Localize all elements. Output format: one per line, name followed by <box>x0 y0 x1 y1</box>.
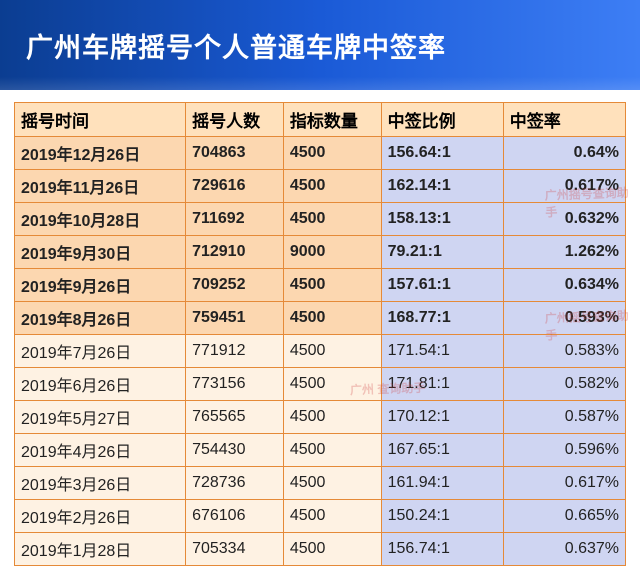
table-column-header: 摇号人数 <box>186 103 284 137</box>
table-container: 摇号时间摇号人数指标数量中签比例中签率 2019年12月26日704863450… <box>0 90 640 578</box>
table-cell: 765565 <box>186 401 284 434</box>
title-banner: 广州车牌摇号个人普通车牌中签率 <box>0 0 640 90</box>
table-cell: 2019年3月26日 <box>15 467 186 500</box>
table-cell: 156.74:1 <box>381 533 503 566</box>
table-cell: 754430 <box>186 434 284 467</box>
table-cell: 0.64% <box>503 137 625 170</box>
table-cell: 4500 <box>283 335 381 368</box>
table-cell: 4500 <box>283 500 381 533</box>
table-row: 2019年3月26日7287364500161.94:10.617% <box>15 467 626 500</box>
table-row: 2019年7月26日7719124500171.54:10.583% <box>15 335 626 368</box>
table-cell: 712910 <box>186 236 284 269</box>
table-row: 2019年8月26日7594514500168.77:10.593% <box>15 302 626 335</box>
table-row: 2019年12月26日7048634500156.64:10.64% <box>15 137 626 170</box>
table-cell: 709252 <box>186 269 284 302</box>
table-cell: 728736 <box>186 467 284 500</box>
table-cell: 0.617% <box>503 467 625 500</box>
table-header-row: 摇号时间摇号人数指标数量中签比例中签率 <box>15 103 626 137</box>
table-cell: 4500 <box>283 401 381 434</box>
table-cell: 0.596% <box>503 434 625 467</box>
table-cell: 773156 <box>186 368 284 401</box>
table-cell: 0.632% <box>503 203 625 236</box>
table-cell: 4500 <box>283 434 381 467</box>
page-title: 广州车牌摇号个人普通车牌中签率 <box>26 26 446 65</box>
table-cell: 2019年12月26日 <box>15 137 186 170</box>
table-row: 2019年10月28日7116924500158.13:10.632% <box>15 203 626 236</box>
table-cell: 676106 <box>186 500 284 533</box>
table-cell: 1.262% <box>503 236 625 269</box>
table-cell: 157.61:1 <box>381 269 503 302</box>
table-cell: 4500 <box>283 269 381 302</box>
table-cell: 2019年8月26日 <box>15 302 186 335</box>
table-cell: 4500 <box>283 467 381 500</box>
table-cell: 167.65:1 <box>381 434 503 467</box>
table-cell: 171.81:1 <box>381 368 503 401</box>
table-cell: 0.637% <box>503 533 625 566</box>
table-cell: 158.13:1 <box>381 203 503 236</box>
table-cell: 4500 <box>283 533 381 566</box>
table-row: 2019年9月26日7092524500157.61:10.634% <box>15 269 626 302</box>
table-head: 摇号时间摇号人数指标数量中签比例中签率 <box>15 103 626 137</box>
table-cell: 2019年7月26日 <box>15 335 186 368</box>
table-cell: 161.94:1 <box>381 467 503 500</box>
table-column-header: 中签比例 <box>381 103 503 137</box>
table-cell: 2019年4月26日 <box>15 434 186 467</box>
table-cell: 771912 <box>186 335 284 368</box>
table-cell: 729616 <box>186 170 284 203</box>
table-cell: 4500 <box>283 170 381 203</box>
table-cell: 0.582% <box>503 368 625 401</box>
table-cell: 704863 <box>186 137 284 170</box>
table-column-header: 摇号时间 <box>15 103 186 137</box>
table-cell: 0.634% <box>503 269 625 302</box>
table-cell: 4500 <box>283 137 381 170</box>
table-cell: 170.12:1 <box>381 401 503 434</box>
table-row: 2019年1月28日7053344500156.74:10.637% <box>15 533 626 566</box>
table-cell: 150.24:1 <box>381 500 503 533</box>
table-cell: 705334 <box>186 533 284 566</box>
table-cell: 711692 <box>186 203 284 236</box>
table-cell: 156.64:1 <box>381 137 503 170</box>
table-cell: 4500 <box>283 368 381 401</box>
table-cell: 2019年9月30日 <box>15 236 186 269</box>
table-cell: 759451 <box>186 302 284 335</box>
table-row: 2019年11月26日7296164500162.14:10.617% <box>15 170 626 203</box>
table-cell: 2019年11月26日 <box>15 170 186 203</box>
table-row: 2019年9月30日712910900079.21:11.262% <box>15 236 626 269</box>
table-cell: 2019年9月26日 <box>15 269 186 302</box>
table-row: 2019年5月27日7655654500170.12:10.587% <box>15 401 626 434</box>
data-table: 摇号时间摇号人数指标数量中签比例中签率 2019年12月26日704863450… <box>14 102 626 566</box>
table-cell: 0.665% <box>503 500 625 533</box>
table-cell: 2019年5月27日 <box>15 401 186 434</box>
table-column-header: 指标数量 <box>283 103 381 137</box>
table-cell: 2019年1月28日 <box>15 533 186 566</box>
table-cell: 2019年10月28日 <box>15 203 186 236</box>
table-row: 2019年2月26日6761064500150.24:10.665% <box>15 500 626 533</box>
table-cell: 2019年6月26日 <box>15 368 186 401</box>
table-cell: 9000 <box>283 236 381 269</box>
table-cell: 0.617% <box>503 170 625 203</box>
table-cell: 0.587% <box>503 401 625 434</box>
table-cell: 2019年2月26日 <box>15 500 186 533</box>
table-cell: 168.77:1 <box>381 302 503 335</box>
table-cell: 79.21:1 <box>381 236 503 269</box>
table-cell: 171.54:1 <box>381 335 503 368</box>
table-row: 2019年4月26日7544304500167.65:10.596% <box>15 434 626 467</box>
table-row: 2019年6月26日7731564500171.81:10.582% <box>15 368 626 401</box>
table-body: 2019年12月26日7048634500156.64:10.64%2019年1… <box>15 137 626 566</box>
table-cell: 0.583% <box>503 335 625 368</box>
table-cell: 162.14:1 <box>381 170 503 203</box>
table-cell: 4500 <box>283 203 381 236</box>
table-column-header: 中签率 <box>503 103 625 137</box>
table-cell: 0.593% <box>503 302 625 335</box>
table-cell: 4500 <box>283 302 381 335</box>
